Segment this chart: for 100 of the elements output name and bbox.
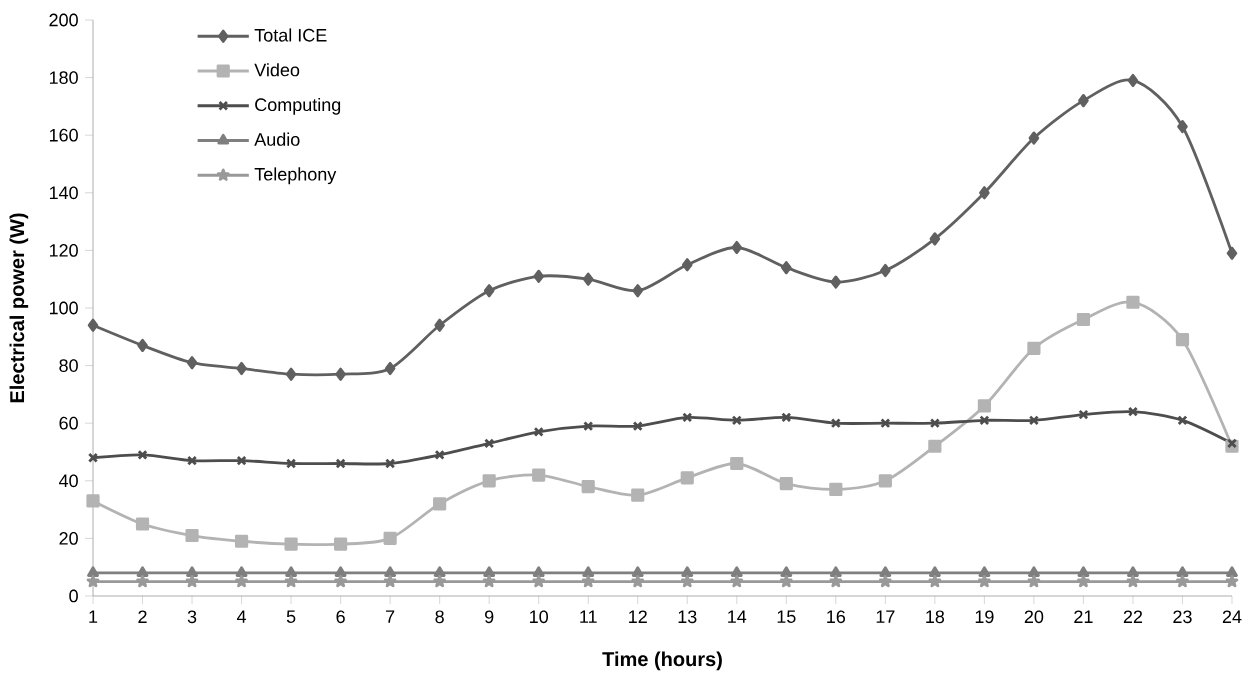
- point: [335, 367, 346, 381]
- point: [383, 574, 397, 588]
- point: [136, 574, 149, 588]
- point: [87, 452, 99, 463]
- point: [285, 367, 297, 381]
- point: [185, 528, 199, 543]
- point: [781, 412, 792, 423]
- point: [631, 574, 645, 588]
- point: [334, 566, 347, 577]
- x-tick-label: 4: [236, 610, 247, 623]
- point: [582, 272, 594, 286]
- point: [1027, 341, 1041, 355]
- point: [1226, 438, 1238, 449]
- point: [1028, 566, 1040, 577]
- x-tick-label: 16: [827, 610, 846, 624]
- point: [1127, 406, 1139, 417]
- point: [582, 566, 595, 577]
- x-tick-label: 1: [89, 610, 98, 623]
- point: [385, 458, 396, 469]
- point: [829, 482, 843, 497]
- point: [136, 566, 149, 577]
- point: [830, 275, 842, 289]
- point: [583, 420, 594, 432]
- point: [334, 574, 347, 588]
- y-tick-label: 80: [59, 359, 78, 372]
- point: [731, 240, 743, 255]
- x-tick-label: 24: [1222, 610, 1242, 623]
- point: [631, 566, 644, 577]
- y-tick-label: 60: [59, 416, 78, 430]
- point: [135, 517, 150, 531]
- point: [829, 566, 842, 577]
- point: [1176, 566, 1189, 577]
- legend-label: Computing: [255, 97, 341, 115]
- y-tick-label: 0: [69, 589, 78, 603]
- point: [1126, 574, 1140, 588]
- x-tick-label: 7: [386, 610, 395, 623]
- point: [1027, 574, 1041, 588]
- point: [1226, 566, 1238, 577]
- x-axis-title: Time (hours): [602, 651, 722, 671]
- x-tick-label: 10: [530, 610, 549, 624]
- point: [236, 361, 247, 376]
- point: [929, 418, 940, 429]
- point: [1078, 94, 1089, 108]
- point: [186, 356, 198, 370]
- point: [87, 566, 99, 577]
- point: [482, 574, 496, 588]
- x-tick-label: 11: [580, 610, 597, 623]
- point: [185, 574, 199, 588]
- y-tick-label: 120: [49, 244, 78, 257]
- point: [235, 566, 248, 577]
- point: [730, 456, 744, 471]
- point: [681, 566, 694, 577]
- x-tick-label: 8: [435, 610, 444, 624]
- x-tick-label: 12: [629, 610, 647, 623]
- legend-label: Telephony: [254, 167, 337, 185]
- point: [581, 574, 595, 588]
- x-tick-label: 19: [975, 610, 994, 624]
- point: [1127, 566, 1139, 577]
- point: [928, 439, 942, 453]
- point: [137, 449, 148, 460]
- point: [285, 566, 297, 577]
- x-tick-label: 2: [138, 610, 147, 623]
- point: [730, 574, 744, 588]
- point: [383, 531, 397, 545]
- x-tick-label: 13: [678, 610, 697, 624]
- point: [433, 497, 447, 511]
- x-tick-label: 20: [1024, 610, 1044, 624]
- point: [532, 574, 546, 588]
- point: [1028, 415, 1039, 426]
- point: [928, 574, 942, 588]
- y-tick-label: 180: [49, 71, 78, 84]
- point: [284, 537, 298, 551]
- point: [1076, 312, 1091, 327]
- point: [86, 574, 100, 588]
- point: [680, 471, 694, 485]
- x-tick-label: 21: [1074, 610, 1093, 623]
- point: [978, 566, 991, 577]
- y-axis-title: Electrical power (W): [9, 213, 29, 403]
- point: [186, 566, 198, 577]
- point: [532, 468, 546, 482]
- y-tick-label: 100: [49, 301, 78, 315]
- point: [779, 574, 793, 588]
- x-tick-label: 9: [485, 610, 494, 624]
- point: [87, 318, 99, 332]
- point: [928, 566, 941, 577]
- point: [879, 566, 892, 577]
- point: [680, 574, 694, 588]
- point: [482, 474, 496, 488]
- x-tick-label: 17: [876, 610, 895, 623]
- point: [533, 426, 544, 437]
- point: [533, 269, 544, 283]
- x-tick-label: 18: [926, 610, 945, 624]
- point: [632, 420, 643, 432]
- point: [731, 415, 742, 426]
- point: [384, 361, 396, 376]
- x-tick-label: 14: [728, 610, 747, 623]
- legend-label: Audio: [254, 132, 300, 146]
- point: [433, 566, 446, 577]
- point: [979, 415, 990, 426]
- x-tick-label: 22: [1123, 610, 1143, 623]
